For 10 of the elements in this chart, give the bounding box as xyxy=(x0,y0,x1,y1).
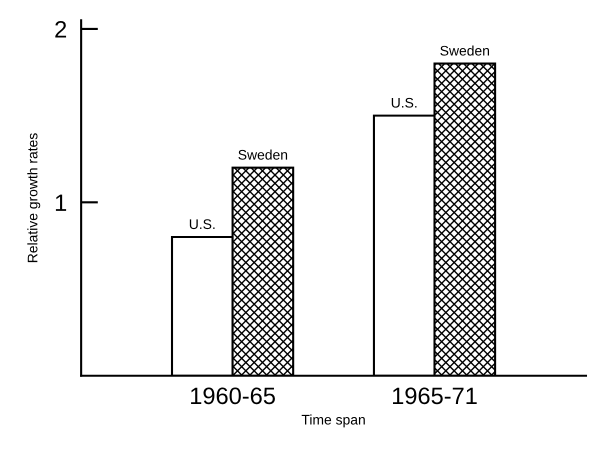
text: Sweden xyxy=(440,45,490,56)
y-tick-label: 2 xyxy=(55,20,66,38)
series-label: Sweden xyxy=(238,150,288,160)
x-tick-label: 1965-71 xyxy=(393,387,477,404)
y-axis-title: Relative growth rates xyxy=(27,133,40,262)
x-tick-label: 1960-65 xyxy=(191,387,275,404)
x-axis-title: Time span xyxy=(302,414,365,428)
series-label: U.S. xyxy=(392,98,416,108)
text: U.S. xyxy=(190,219,215,230)
y-tick-label: 1 xyxy=(56,194,66,211)
